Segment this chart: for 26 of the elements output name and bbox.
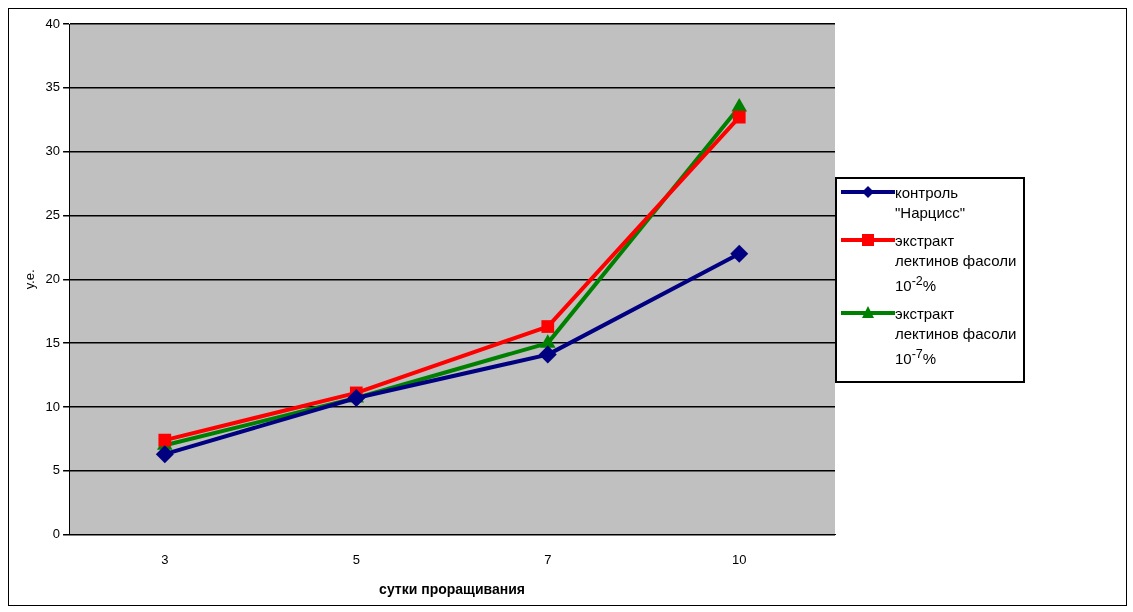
y-tick-label: 10 (45, 398, 61, 414)
y-tick-label: 35 (45, 79, 61, 95)
point (538, 345, 557, 364)
x-tick-label: 7 (544, 551, 552, 567)
y-tick-label: 40 (45, 15, 61, 31)
y-tick-label: 5 (52, 462, 61, 478)
y-tick-label: 25 (45, 207, 61, 223)
point (730, 244, 749, 263)
y-tick-label: 30 (45, 143, 61, 159)
y-tick-label: 0 (52, 526, 61, 542)
point (732, 110, 746, 124)
point (541, 320, 555, 333)
point (539, 334, 556, 348)
y-axis-title: у.е. (22, 269, 38, 290)
legend-label: экстракт лектинов фасоли 10$^{-7}$% (895, 304, 1018, 369)
point (347, 389, 366, 408)
legend-label: экстракт лектинов фасоли 10$^{-2}$% (895, 231, 1018, 296)
x-tick-label: 5 (352, 551, 360, 567)
x-tick-label: 3 (161, 551, 169, 567)
x-axis-title: сутки проращивания (379, 581, 525, 598)
y-tick-label: 20 (45, 270, 61, 286)
y-tick-label: 15 (45, 334, 61, 350)
point (731, 97, 748, 112)
point (155, 445, 174, 464)
x-tick-label: 10 (732, 551, 747, 567)
legend-label: контроль "Нарцисс" (895, 183, 967, 223)
